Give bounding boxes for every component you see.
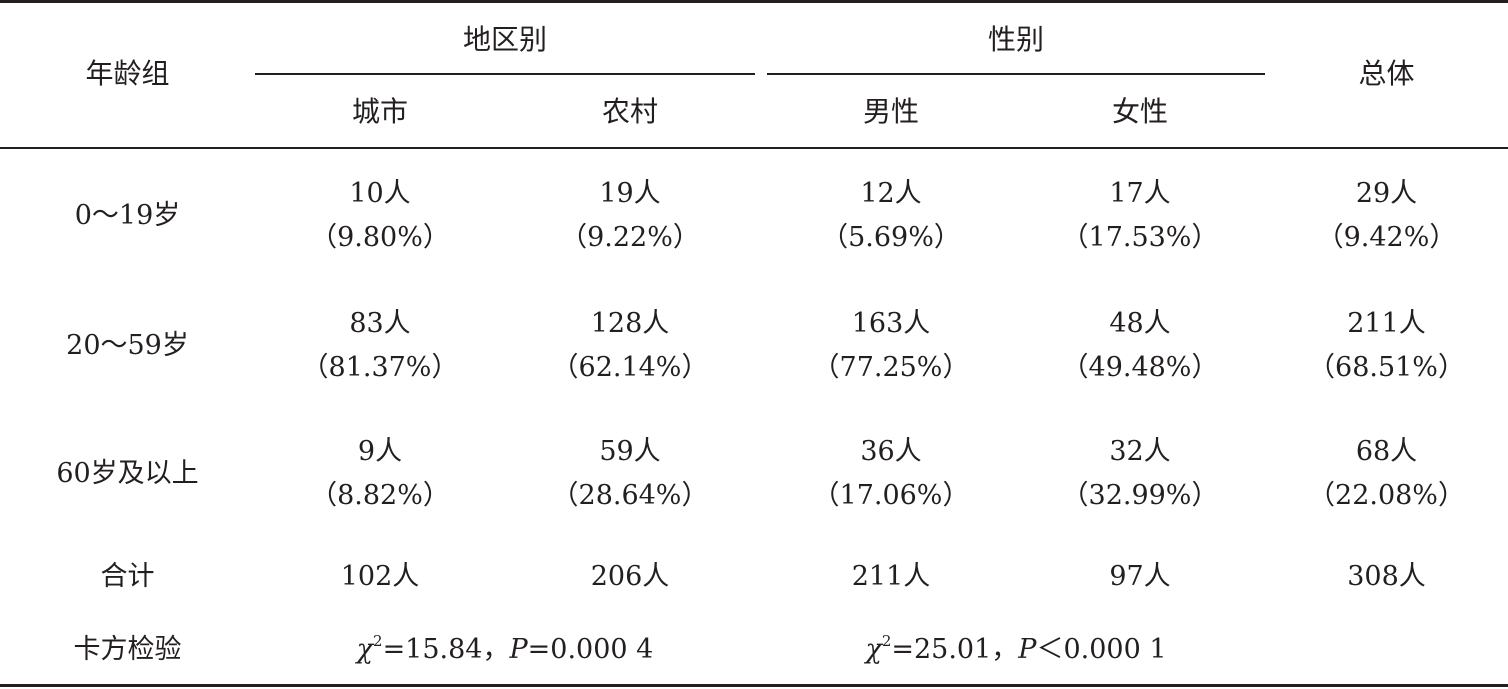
- region-underline: [255, 73, 755, 75]
- count: 29人: [1355, 178, 1418, 209]
- data-cell: 36人 （17.06%）: [767, 430, 1015, 518]
- percent: （77.25%）: [812, 352, 970, 383]
- total-cell: 97人: [1109, 561, 1171, 592]
- row-label: 20～59岁: [66, 330, 189, 361]
- header-region: 地区别: [462, 23, 547, 56]
- p-symbol: P: [1018, 634, 1037, 665]
- percent: （9.80%）: [310, 222, 450, 253]
- p-value: =0.000 4: [527, 634, 654, 665]
- percent: （22.08%）: [1308, 480, 1465, 511]
- total-cell: 102人: [340, 561, 420, 592]
- data-cell: 29人 （9.42%）: [1265, 172, 1508, 260]
- count: 19人: [599, 178, 661, 209]
- count: 68人: [1355, 436, 1418, 467]
- header-total: 总体: [1358, 57, 1415, 90]
- data-cell: 211人 （68.51%）: [1265, 302, 1508, 390]
- count: 163人: [851, 308, 931, 339]
- header-female: 女性: [1111, 95, 1168, 128]
- header-age-group: 年龄组: [85, 57, 170, 90]
- chi-value: =15.84，: [382, 634, 510, 665]
- count: 9人: [357, 436, 403, 467]
- total-label: 合计: [100, 561, 155, 592]
- row-label: 60岁及以上: [56, 458, 199, 489]
- header-male: 男性: [862, 95, 919, 128]
- chi-exponent: 2: [881, 632, 892, 650]
- data-cell: 59人 （28.64%）: [505, 430, 755, 518]
- row-label: 0～19岁: [74, 200, 181, 231]
- top-rule: [0, 0, 1508, 3]
- header-rural: 农村: [601, 95, 658, 128]
- gender-underline: [767, 73, 1265, 75]
- count: 128人: [590, 308, 670, 339]
- data-cell: 19人 （9.22%）: [505, 172, 755, 260]
- data-cell: 32人 （32.99%）: [1015, 430, 1265, 518]
- header-bottom-rule: [0, 147, 1508, 149]
- chi-exponent: 2: [373, 632, 383, 650]
- region-chi-square: χ2=15.84，P=0.000 4: [255, 630, 755, 670]
- count: 83人: [349, 308, 411, 339]
- total-cell: 211人: [851, 561, 931, 592]
- data-cell: 128人 （62.14%）: [505, 302, 755, 390]
- chi-value: =25.01，: [891, 634, 1019, 665]
- data-cell: 163人 （77.25%）: [767, 302, 1015, 390]
- data-cell: 10人 （9.80%）: [255, 172, 505, 260]
- count: 17人: [1109, 178, 1171, 209]
- percent: （9.42%）: [1316, 222, 1457, 253]
- percent: （62.14%）: [551, 352, 709, 383]
- percent: （17.06%）: [812, 480, 970, 511]
- gender-chi-square: χ2=25.01，P＜0.000 1: [767, 630, 1265, 670]
- data-cell: 68人 （22.08%）: [1265, 430, 1508, 518]
- percent: （49.48%）: [1061, 352, 1219, 383]
- percent: （5.69%）: [821, 222, 961, 253]
- percent: （32.99%）: [1061, 480, 1219, 511]
- data-cell: 48人 （49.48%）: [1015, 302, 1265, 390]
- count: 211人: [1347, 308, 1426, 339]
- count: 59人: [599, 436, 661, 467]
- count: 36人: [860, 436, 922, 467]
- total-cell: 206人: [590, 561, 670, 592]
- count: 48人: [1109, 308, 1171, 339]
- percent: （17.53%）: [1061, 222, 1219, 253]
- total-cell: 308人: [1347, 561, 1426, 592]
- percent: （68.51%）: [1308, 352, 1465, 383]
- chi-square-label: 卡方检验: [73, 634, 182, 665]
- header-gender: 性别: [987, 23, 1044, 56]
- p-symbol: P: [509, 634, 528, 665]
- percent: （8.82%）: [310, 480, 450, 511]
- chi-symbol: χ: [865, 634, 882, 665]
- percent: （9.22%）: [560, 222, 700, 253]
- data-cell: 9人 （8.82%）: [255, 430, 505, 518]
- count: 12人: [860, 178, 922, 209]
- bottom-rule: [0, 684, 1508, 687]
- header-city: 城市: [351, 95, 408, 128]
- percent: （81.37%）: [301, 352, 459, 383]
- data-cell: 12人 （5.69%）: [767, 172, 1015, 260]
- count: 10人: [349, 178, 411, 209]
- data-cell: 83人 （81.37%）: [255, 302, 505, 390]
- data-cell: 17人 （17.53%）: [1015, 172, 1265, 260]
- p-value: ＜0.000 1: [1036, 634, 1167, 665]
- count: 32人: [1109, 436, 1171, 467]
- percent: （28.64%）: [551, 480, 709, 511]
- chi-symbol: χ: [356, 634, 374, 665]
